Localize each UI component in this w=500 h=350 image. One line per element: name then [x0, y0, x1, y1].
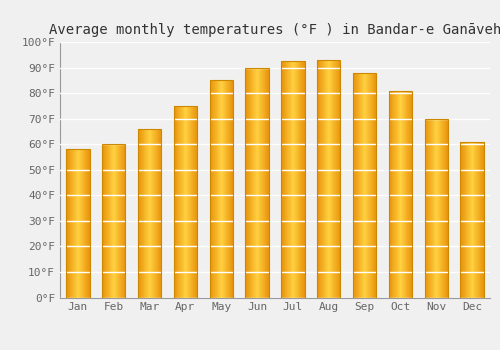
Bar: [389, 91, 412, 298]
Bar: [246, 68, 268, 298]
Bar: [174, 106, 197, 298]
Bar: [138, 129, 161, 298]
Bar: [317, 60, 340, 298]
Bar: [66, 149, 90, 298]
Bar: [353, 73, 376, 298]
Bar: [424, 119, 448, 298]
Bar: [282, 61, 304, 298]
Bar: [102, 144, 126, 298]
Bar: [210, 80, 233, 298]
Title: Average monthly temperatures (°F ) in Bandar-e Ganāveh: Average monthly temperatures (°F ) in Ba…: [49, 23, 500, 37]
Bar: [460, 142, 483, 298]
